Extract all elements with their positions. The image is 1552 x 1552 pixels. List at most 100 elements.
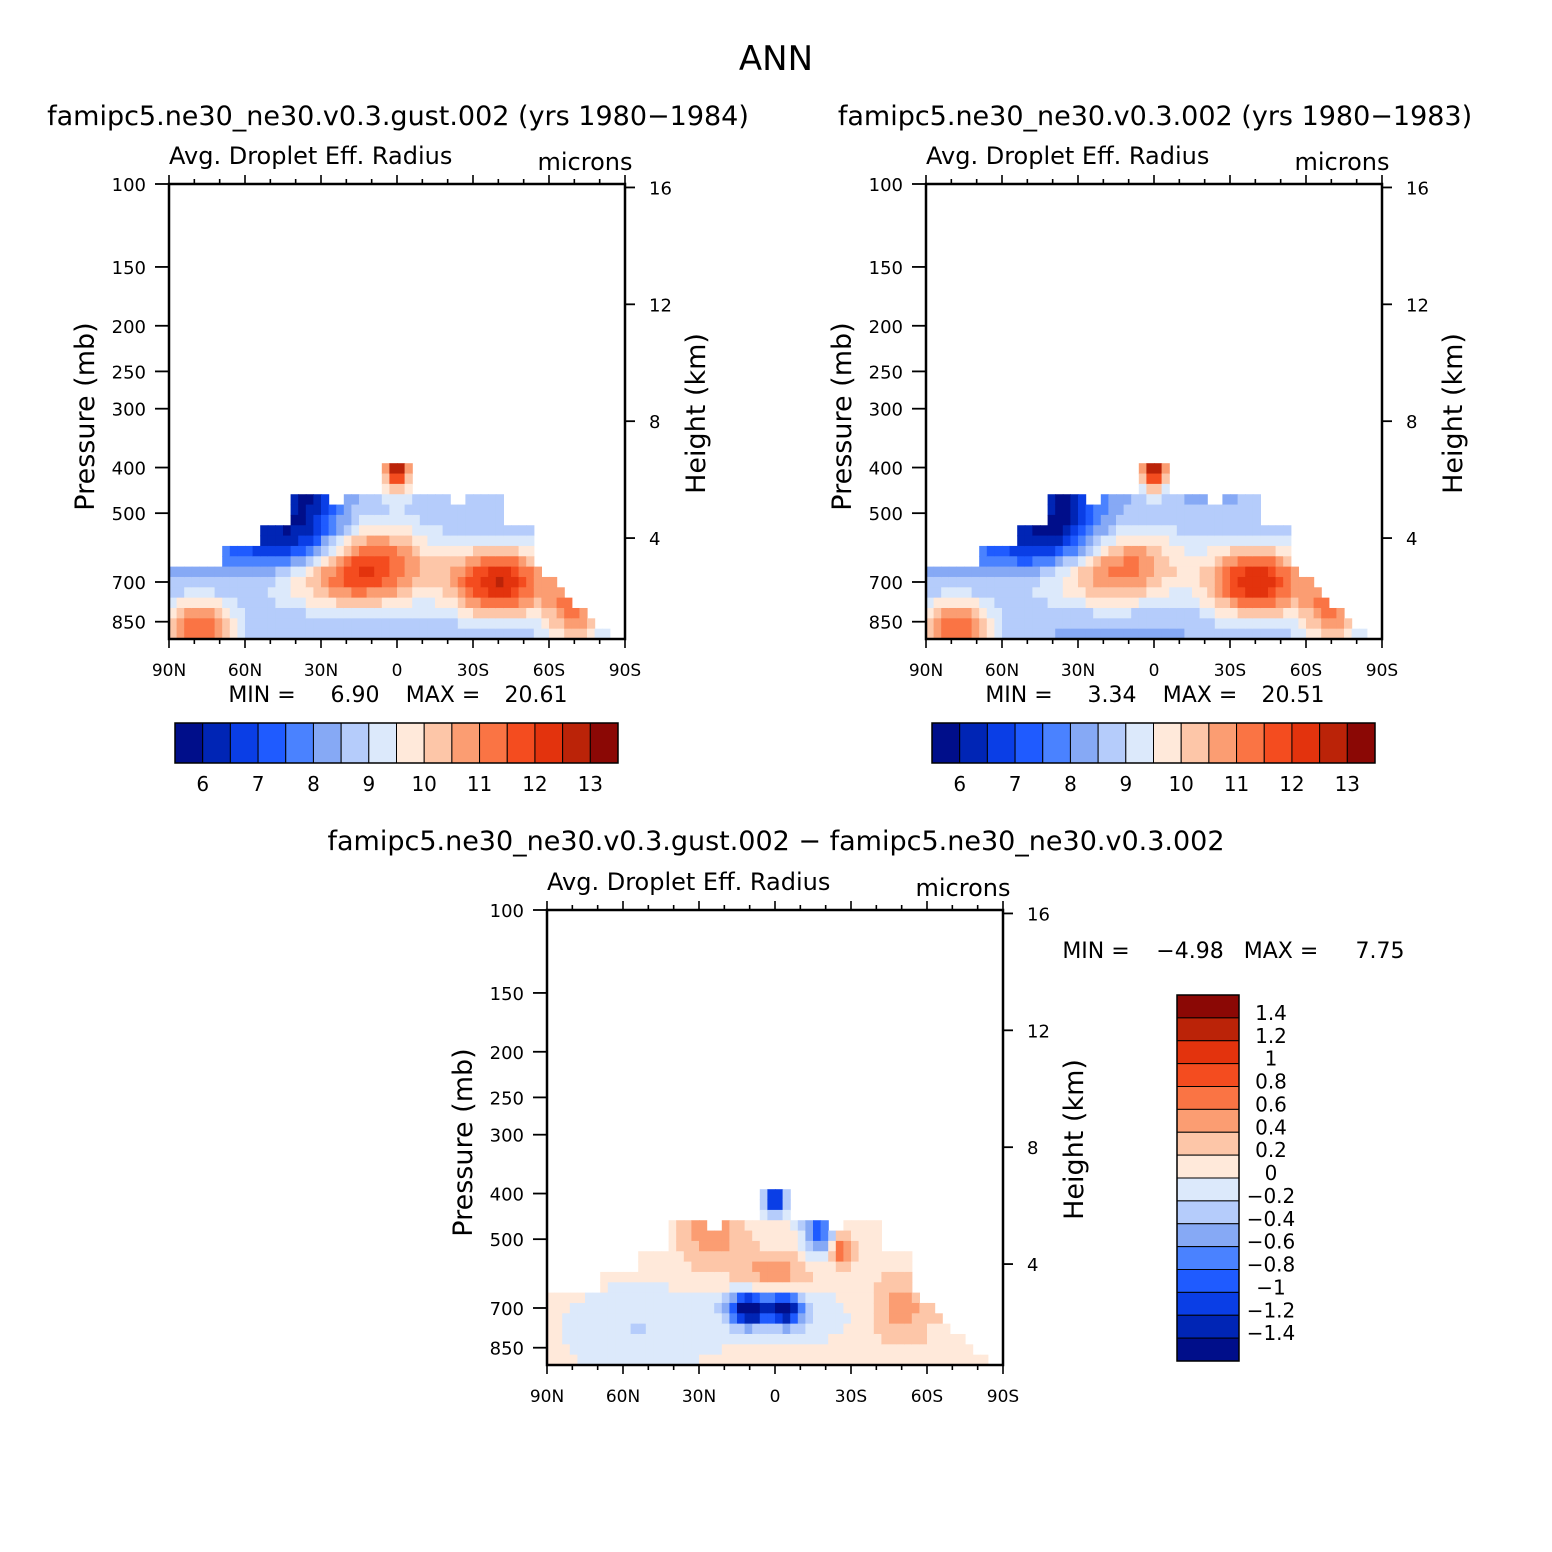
heatmap-cell <box>843 1230 852 1242</box>
heatmap-cell <box>359 514 368 526</box>
heatmap-cell <box>1047 618 1056 630</box>
heatmap-cell <box>1024 618 1033 630</box>
heatmap-cell <box>488 545 497 557</box>
heatmap-cell <box>1116 525 1125 537</box>
heatmap-cell <box>457 566 466 578</box>
heatmap-cell <box>1169 576 1178 588</box>
heatmap-cell <box>1245 618 1254 630</box>
heatmap-cell <box>1062 504 1071 516</box>
y-tick-label: 100 <box>112 175 146 196</box>
heatmap-cell <box>328 587 337 599</box>
heatmap-cell <box>571 628 580 640</box>
heatmap-cell <box>759 1189 768 1201</box>
heatmap-cell <box>706 1271 715 1283</box>
heatmap-cell <box>820 1240 829 1252</box>
heatmap-cell <box>942 1344 951 1356</box>
heatmap-cell <box>313 587 322 599</box>
max-value: 20.61 <box>505 683 568 708</box>
heatmap-cell <box>503 545 512 557</box>
heatmap-cell <box>511 618 520 630</box>
heatmap-cell <box>866 1344 875 1356</box>
heatmap-cell <box>169 576 178 588</box>
heatmap-cell <box>759 1209 768 1221</box>
heatmap-cell <box>1306 576 1315 588</box>
heatmap-cell <box>1161 473 1170 485</box>
heatmap-cell <box>366 628 375 640</box>
heatmap-cell <box>465 628 474 640</box>
heatmap-cell <box>450 587 459 599</box>
heatmap-cell <box>600 1344 609 1356</box>
heatmap-cell <box>290 597 299 609</box>
heatmap-cell <box>1123 545 1132 557</box>
heatmap-cell <box>1154 504 1163 516</box>
heatmap-cell <box>759 1282 768 1294</box>
heatmap-cell <box>653 1333 662 1345</box>
heatmap-cell <box>518 545 527 557</box>
heatmap-cell <box>435 618 444 630</box>
heatmap-cell <box>435 576 444 588</box>
heatmap-cell <box>797 1282 806 1294</box>
heatmap-cell <box>1078 494 1087 506</box>
heatmap-cell <box>1085 525 1094 537</box>
heatmap-cell <box>541 607 550 619</box>
heatmap-cell <box>214 566 223 578</box>
heatmap-cell <box>511 545 520 557</box>
heatmap-cell <box>843 1282 852 1294</box>
heatmap-cell <box>389 514 398 526</box>
y2-axis-title: Height (km) <box>681 333 712 494</box>
heatmap-cell <box>389 525 398 537</box>
heatmap-cell <box>1047 587 1056 599</box>
heatmap-cell <box>668 1271 677 1283</box>
heatmap-cell <box>1055 587 1064 599</box>
heatmap-cell <box>851 1240 860 1252</box>
heatmap-cell <box>564 618 573 630</box>
heatmap-cell <box>1146 545 1155 557</box>
heatmap-cell <box>1032 535 1041 547</box>
heatmap-cell <box>729 1333 738 1345</box>
heatmap-cell <box>556 597 565 609</box>
heatmap-cell <box>676 1333 685 1345</box>
heatmap-cell <box>721 1323 730 1335</box>
heatmap-cell <box>495 535 504 547</box>
heatmap-cell <box>737 1313 746 1325</box>
heatmap-cell <box>427 545 436 557</box>
heatmap-cell <box>450 545 459 557</box>
heatmap-cell <box>668 1230 677 1242</box>
heatmap-cell <box>964 566 973 578</box>
heatmap-cell <box>1237 607 1246 619</box>
heatmap-cell <box>290 514 299 526</box>
heatmap-cell <box>518 597 527 609</box>
heatmap-cell <box>1131 628 1140 640</box>
heatmap-cell <box>267 566 276 578</box>
heatmap-cell <box>1078 576 1087 588</box>
heatmap-cell <box>600 1271 609 1283</box>
heatmap-cell <box>767 1230 776 1242</box>
heatmap-cell <box>252 576 261 588</box>
heatmap-cell <box>706 1354 715 1366</box>
heatmap-cell <box>843 1240 852 1252</box>
heatmap-cell <box>1222 587 1231 599</box>
heatmap-cell <box>866 1333 875 1345</box>
heatmap-cell <box>699 1292 708 1304</box>
x-tick-label: 90N <box>909 661 943 681</box>
colorbar-swatch <box>1176 1200 1240 1225</box>
heatmap-cell <box>759 1323 768 1335</box>
heatmap-cell <box>442 556 451 568</box>
heatmap-cell <box>366 597 375 609</box>
heatmap-cell <box>404 587 413 599</box>
heatmap-cell <box>1252 587 1261 599</box>
heatmap-cell <box>1275 556 1284 568</box>
heatmap-cell <box>1336 607 1345 619</box>
heatmap-cell <box>941 607 950 619</box>
heatmap-cell <box>184 607 193 619</box>
heatmap-cell <box>1017 566 1026 578</box>
heatmap-cell <box>503 597 512 609</box>
heatmap-cell <box>1146 483 1155 495</box>
heatmap-cell <box>275 587 284 599</box>
heatmap-cell <box>1245 628 1254 640</box>
heatmap-cell <box>313 535 322 547</box>
heatmap-cell <box>275 566 284 578</box>
heatmap-cell <box>1268 566 1277 578</box>
heatmap-cell <box>450 607 459 619</box>
heatmap-cell <box>835 1230 844 1242</box>
